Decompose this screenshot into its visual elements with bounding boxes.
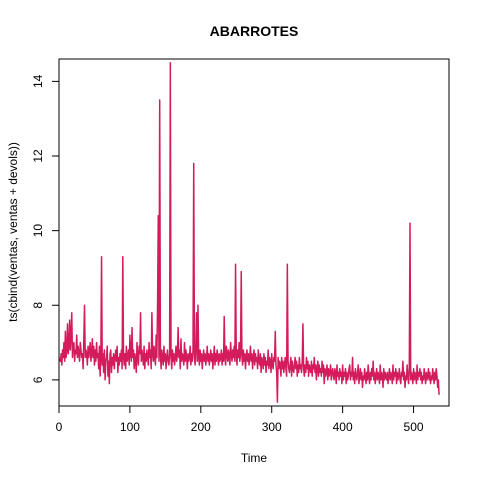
y-tick-label: 6 xyxy=(31,376,45,383)
x-tick-label: 300 xyxy=(262,420,282,434)
x-tick-label: 0 xyxy=(56,420,63,434)
x-tick-label: 100 xyxy=(120,420,140,434)
y-tick-label: 12 xyxy=(31,149,45,163)
x-axis-label: Time xyxy=(241,451,268,465)
x-tick-label: 500 xyxy=(404,420,424,434)
x-tick-label: 400 xyxy=(333,420,353,434)
y-tick-label: 10 xyxy=(31,224,45,238)
y-tick-label: 8 xyxy=(31,302,45,309)
x-tick-label: 200 xyxy=(191,420,211,434)
y-axis-label: ts(cbind(ventas, ventas + devols)) xyxy=(6,142,20,322)
chart-title: ABARROTES xyxy=(210,23,299,39)
x-axis: 0 100 200 300 400 500 xyxy=(56,405,424,434)
series-line-ventas xyxy=(58,61,440,404)
y-tick-label: 14 xyxy=(31,74,45,88)
y-axis: 6 8 10 12 14 xyxy=(31,74,60,383)
